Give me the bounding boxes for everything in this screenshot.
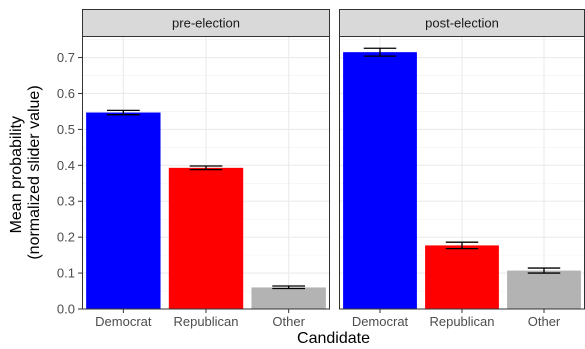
y-tick-label: 0.0 [57,302,75,317]
error-bar [189,165,223,171]
error-bar [272,285,306,290]
y-axis-title: Mean probability (normalized slider valu… [8,85,43,259]
x-tick-label: Other [528,314,561,329]
facet-strip [82,9,330,37]
y-tick-label: 0.7 [57,50,75,65]
x-axis: Democrat Republican Other Democrat Republica… [95,309,561,329]
x-tick-label: Republican [173,314,238,329]
bar-other [251,287,326,309]
x-axis-title: Candidate [297,330,370,347]
y-axis: 0.0 0.1 0.2 0.3 0.4 0.5 0.6 0.7 [57,50,82,317]
bar-democrat [86,112,161,309]
y-tick-label: 0.3 [57,194,75,209]
facet-panel: post-election [339,9,585,310]
y-axis-title-line-2: (normalized slider value) [26,85,43,259]
y-axis-title-line-1: Mean probability [8,116,25,233]
x-tick-label: Democrat [95,314,152,329]
x-tick-label: Democrat [352,314,409,329]
x-tick-label: Republican [429,314,494,329]
error-bar [106,109,140,116]
x-tick-label: Other [272,314,305,329]
y-tick-label: 0.6 [57,86,75,101]
error-bar [445,241,479,250]
facet-strip-label: post-election [425,16,499,31]
bar-republican [168,167,244,309]
bar-other [507,270,581,309]
bar-republican [425,245,499,309]
error-bar [363,47,397,57]
y-tick-label: 0.1 [57,266,75,281]
y-tick-label: 0.4 [57,158,75,173]
facet-panels: pre-election post-election [82,9,585,310]
y-tick-label: 0.5 [57,122,75,137]
facet-strip-label: pre-election [172,16,240,31]
y-tick-label: 0.2 [57,230,75,245]
facet-panel: pre-election [82,9,330,310]
error-bar [527,267,561,274]
bar-democrat [343,52,417,309]
